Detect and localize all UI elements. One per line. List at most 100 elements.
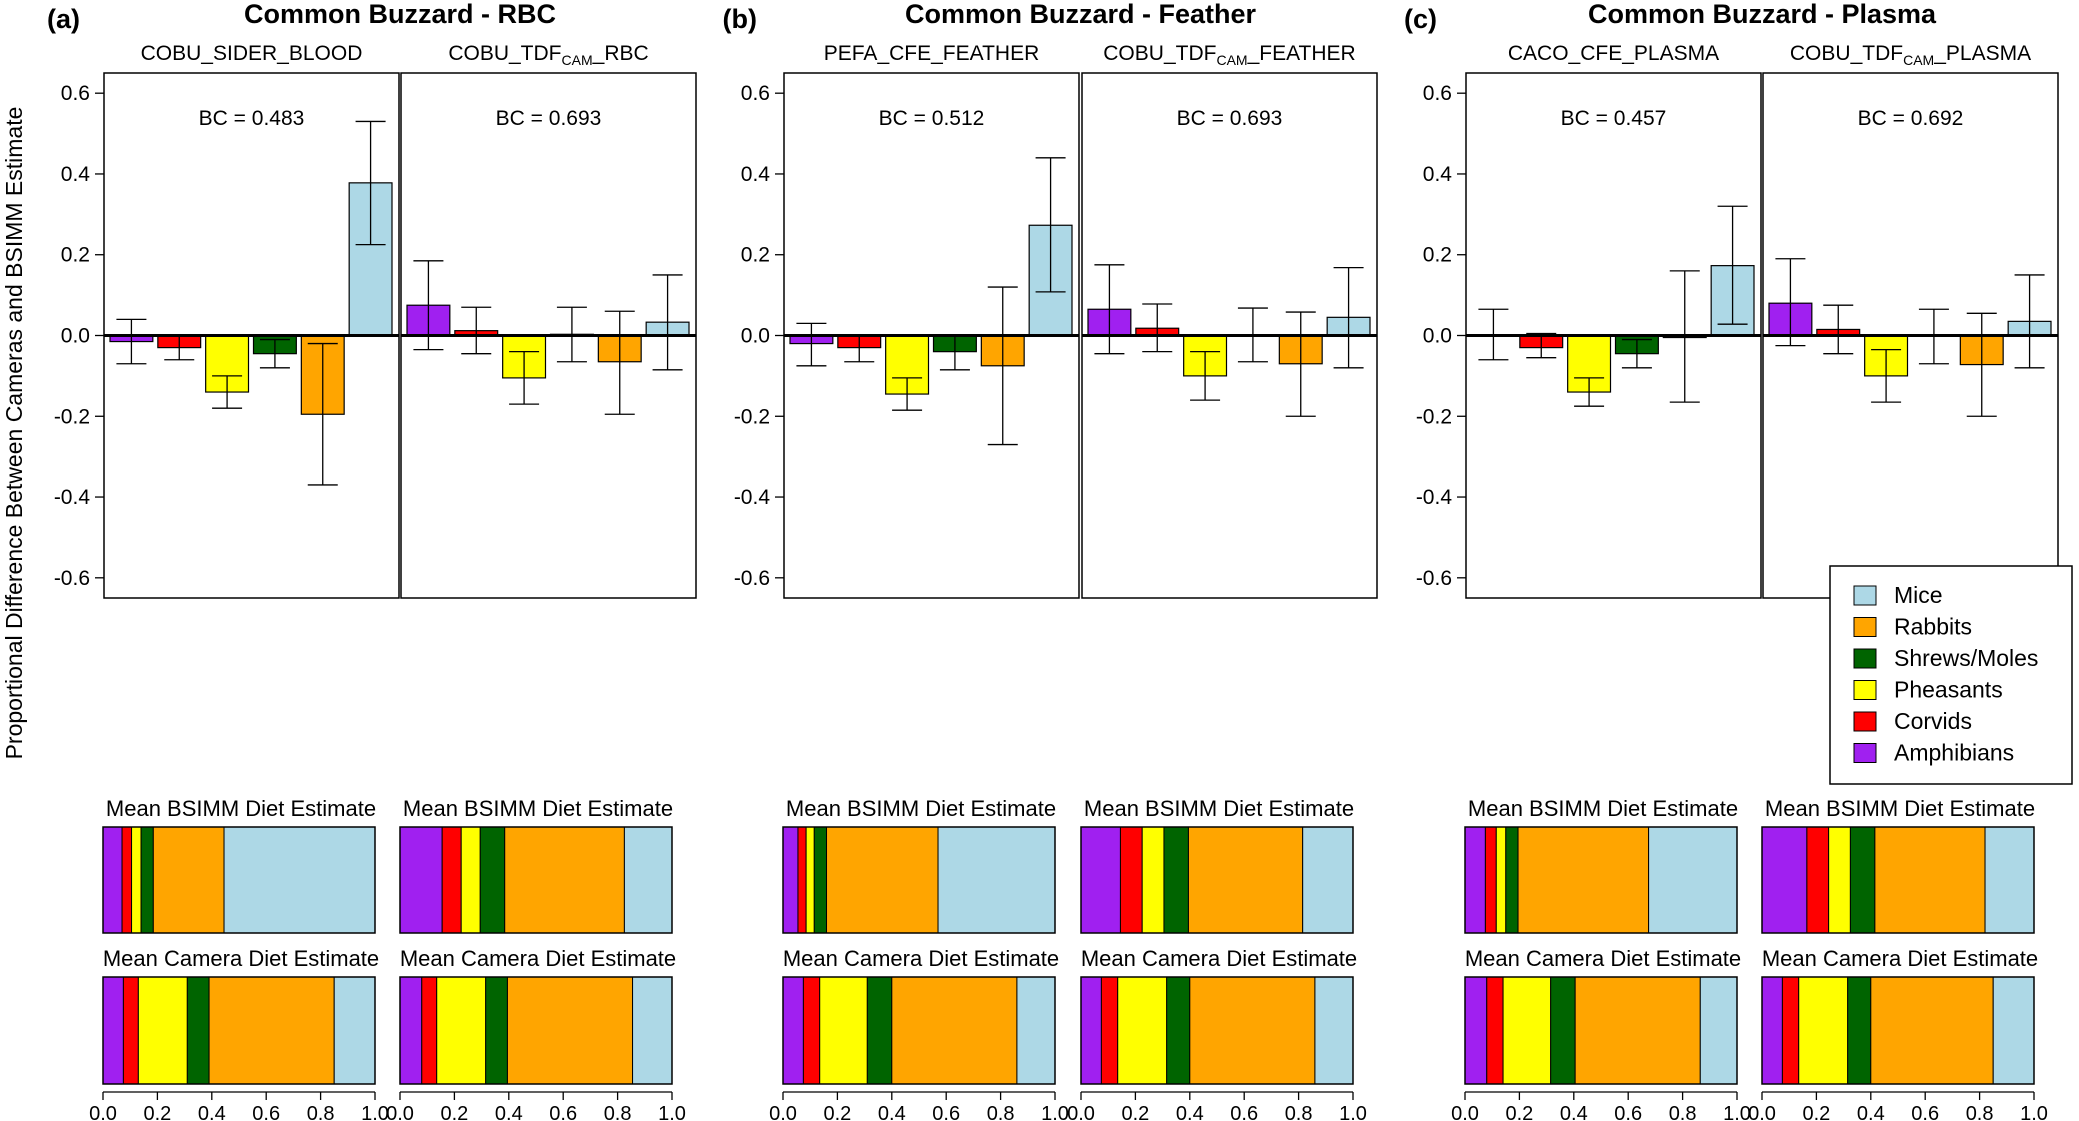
segment-shrews-moles [1550,976,1576,1085]
x-tick-label: 1.0 [1041,1103,1069,1121]
segment-shrews-moles [479,826,506,934]
segment-corvids [441,826,462,934]
segment-pheasants [819,976,868,1085]
y-tick-label: -0.4 [734,486,771,509]
y-tick-label: -0.6 [1416,567,1452,590]
segment-rabbits [1870,976,1994,1085]
x-tick-label: 0.4 [878,1103,906,1121]
segment-corvids [1484,826,1497,934]
segment-corvids [1781,976,1800,1085]
strip-frame [399,976,673,1085]
panel-title-part: CAM [1216,52,1247,68]
x-tick-label: 0.6 [1911,1103,1939,1121]
camera-strip [1761,976,2035,1085]
y-tick-label: -0.2 [1416,405,1452,428]
strip-frame [1761,976,2035,1085]
segment-rabbits [891,976,1018,1085]
camera-strip [1080,976,1354,1085]
segment-pheasants [1828,826,1851,934]
segment-amphibians [1761,976,1783,1085]
segment-shrews-moles [866,976,893,1085]
x-tick-label: 0.2 [440,1103,468,1121]
bc-label: BC = 0.512 [879,107,985,130]
y-tick-label: -0.4 [54,486,91,509]
panel-title-part: COBU_TDF [1103,42,1216,65]
bsimm-strip [1464,826,1738,934]
x-tick-label: 0.0 [1748,1103,1776,1121]
segment-shrews-moles [1166,976,1191,1085]
strip-frame [102,826,376,934]
segment-shrews-moles [186,976,210,1085]
segment-rabbits [826,826,939,934]
segment-corvids [1119,826,1143,934]
segment-mice [632,976,673,1085]
panel-1-1: COBU_SIDER_BLOOD -0.6 -0.4 -0.2 0.0 0.2 0.4 0.6… [54,42,400,1121]
segment-amphibians [1464,826,1486,934]
strip-frame [399,826,673,934]
x-tick-label: 0.8 [987,1103,1015,1121]
x-tick-label: 0.4 [1857,1103,1885,1121]
group-label: (a) [47,4,80,34]
x-tick-label: 0.2 [1505,1103,1533,1121]
panel-2-1: PEFA_CFE_FEATHER -0.6 -0.4 -0.2 0.0 0.2 0.4 0.6… [734,42,1080,1121]
segment-mice [623,826,673,934]
y-tick-label: 0.0 [61,325,90,348]
y-tick-label: 0.2 [1423,244,1452,267]
y-tick-label: 0.6 [1423,82,1452,105]
camera-title: Mean Camera Diet Estimate [1081,946,1357,971]
legend-swatch-rabbits [1853,617,1877,637]
segment-corvids [1806,826,1830,934]
x-tick-label: 1.0 [2020,1103,2048,1121]
y-tick-label: 0.0 [1423,325,1452,348]
segment-shrews-moles [485,976,508,1085]
segment-shrews-moles [813,826,828,934]
bsimm-strip [1080,826,1354,934]
x-tick-label: 0.0 [89,1103,117,1121]
bsimm-title: Mean BSIMM Diet Estimate [403,796,673,821]
legend-swatch-pheasants [1853,680,1877,700]
segment-shrews-moles [1505,826,1519,934]
segment-rabbits [1187,826,1304,934]
panel-title: COBU_TDFCAM_PLASMA [1790,42,2031,68]
bsimm-title: Mean BSIMM Diet Estimate [1468,796,1738,821]
y-tick-label: 0.0 [741,325,770,348]
panel-title-part: _RBC [592,42,649,65]
segment-rabbits [1517,826,1650,934]
y-tick-label: 0.4 [1423,163,1453,186]
x-tick-label: 0.2 [823,1103,851,1121]
segment-mice [1648,826,1738,934]
segment-pheasants [1117,976,1168,1085]
legend-swatch-amphibians [1853,743,1877,763]
segment-pheasants [805,826,815,934]
strip-frame [1080,826,1354,934]
segment-pheasants [1141,826,1165,934]
panel-title-part: CAM [1903,52,1934,68]
panel-1-2: COBU_TDFCAM_RBC BC = 0.693 Mean BSIMM Diet… [386,42,697,1121]
segment-amphibians [1080,976,1102,1085]
y-tick-label: 0.6 [61,82,90,105]
segment-corvids [122,976,139,1085]
segment-mice [1699,976,1738,1085]
segment-rabbits [208,976,335,1085]
x-tick-label: 0.0 [1067,1103,1095,1121]
camera-title: Mean Camera Diet Estimate [1762,946,2038,971]
bsimm-title: Mean BSIMM Diet Estimate [786,796,1056,821]
panel-title-part: COBU_TDF [1790,42,1903,65]
bsimm-title: Mean BSIMM Diet Estimate [1084,796,1354,821]
x-tick-label: 1.0 [658,1103,686,1121]
x-tick-label: 1.0 [1723,1103,1751,1121]
segment-mice [937,826,1056,934]
strip-frame [782,826,1056,934]
y-tick-label: -0.4 [1416,486,1453,509]
legend-label: Corvids [1894,708,1972,734]
panel-title-part: _PLASMA [1933,42,2031,65]
y-tick-label: 0.4 [61,163,91,186]
y-tick-label: 0.2 [741,244,770,267]
bc-label: BC = 0.457 [1561,107,1667,130]
camera-title: Mean Camera Diet Estimate [783,946,1059,971]
segment-mice [1984,826,2035,934]
panel-group-1: (a) Common Buzzard - RBC COBU_SIDER_BLOOD -… [47,0,697,1121]
camera-title: Mean Camera Diet Estimate [103,946,379,971]
composition-x-axis: 0.0 0.2 0.4 0.6 0.8 1.0 [386,1091,686,1121]
x-tick-label: 0.8 [1966,1103,1994,1121]
